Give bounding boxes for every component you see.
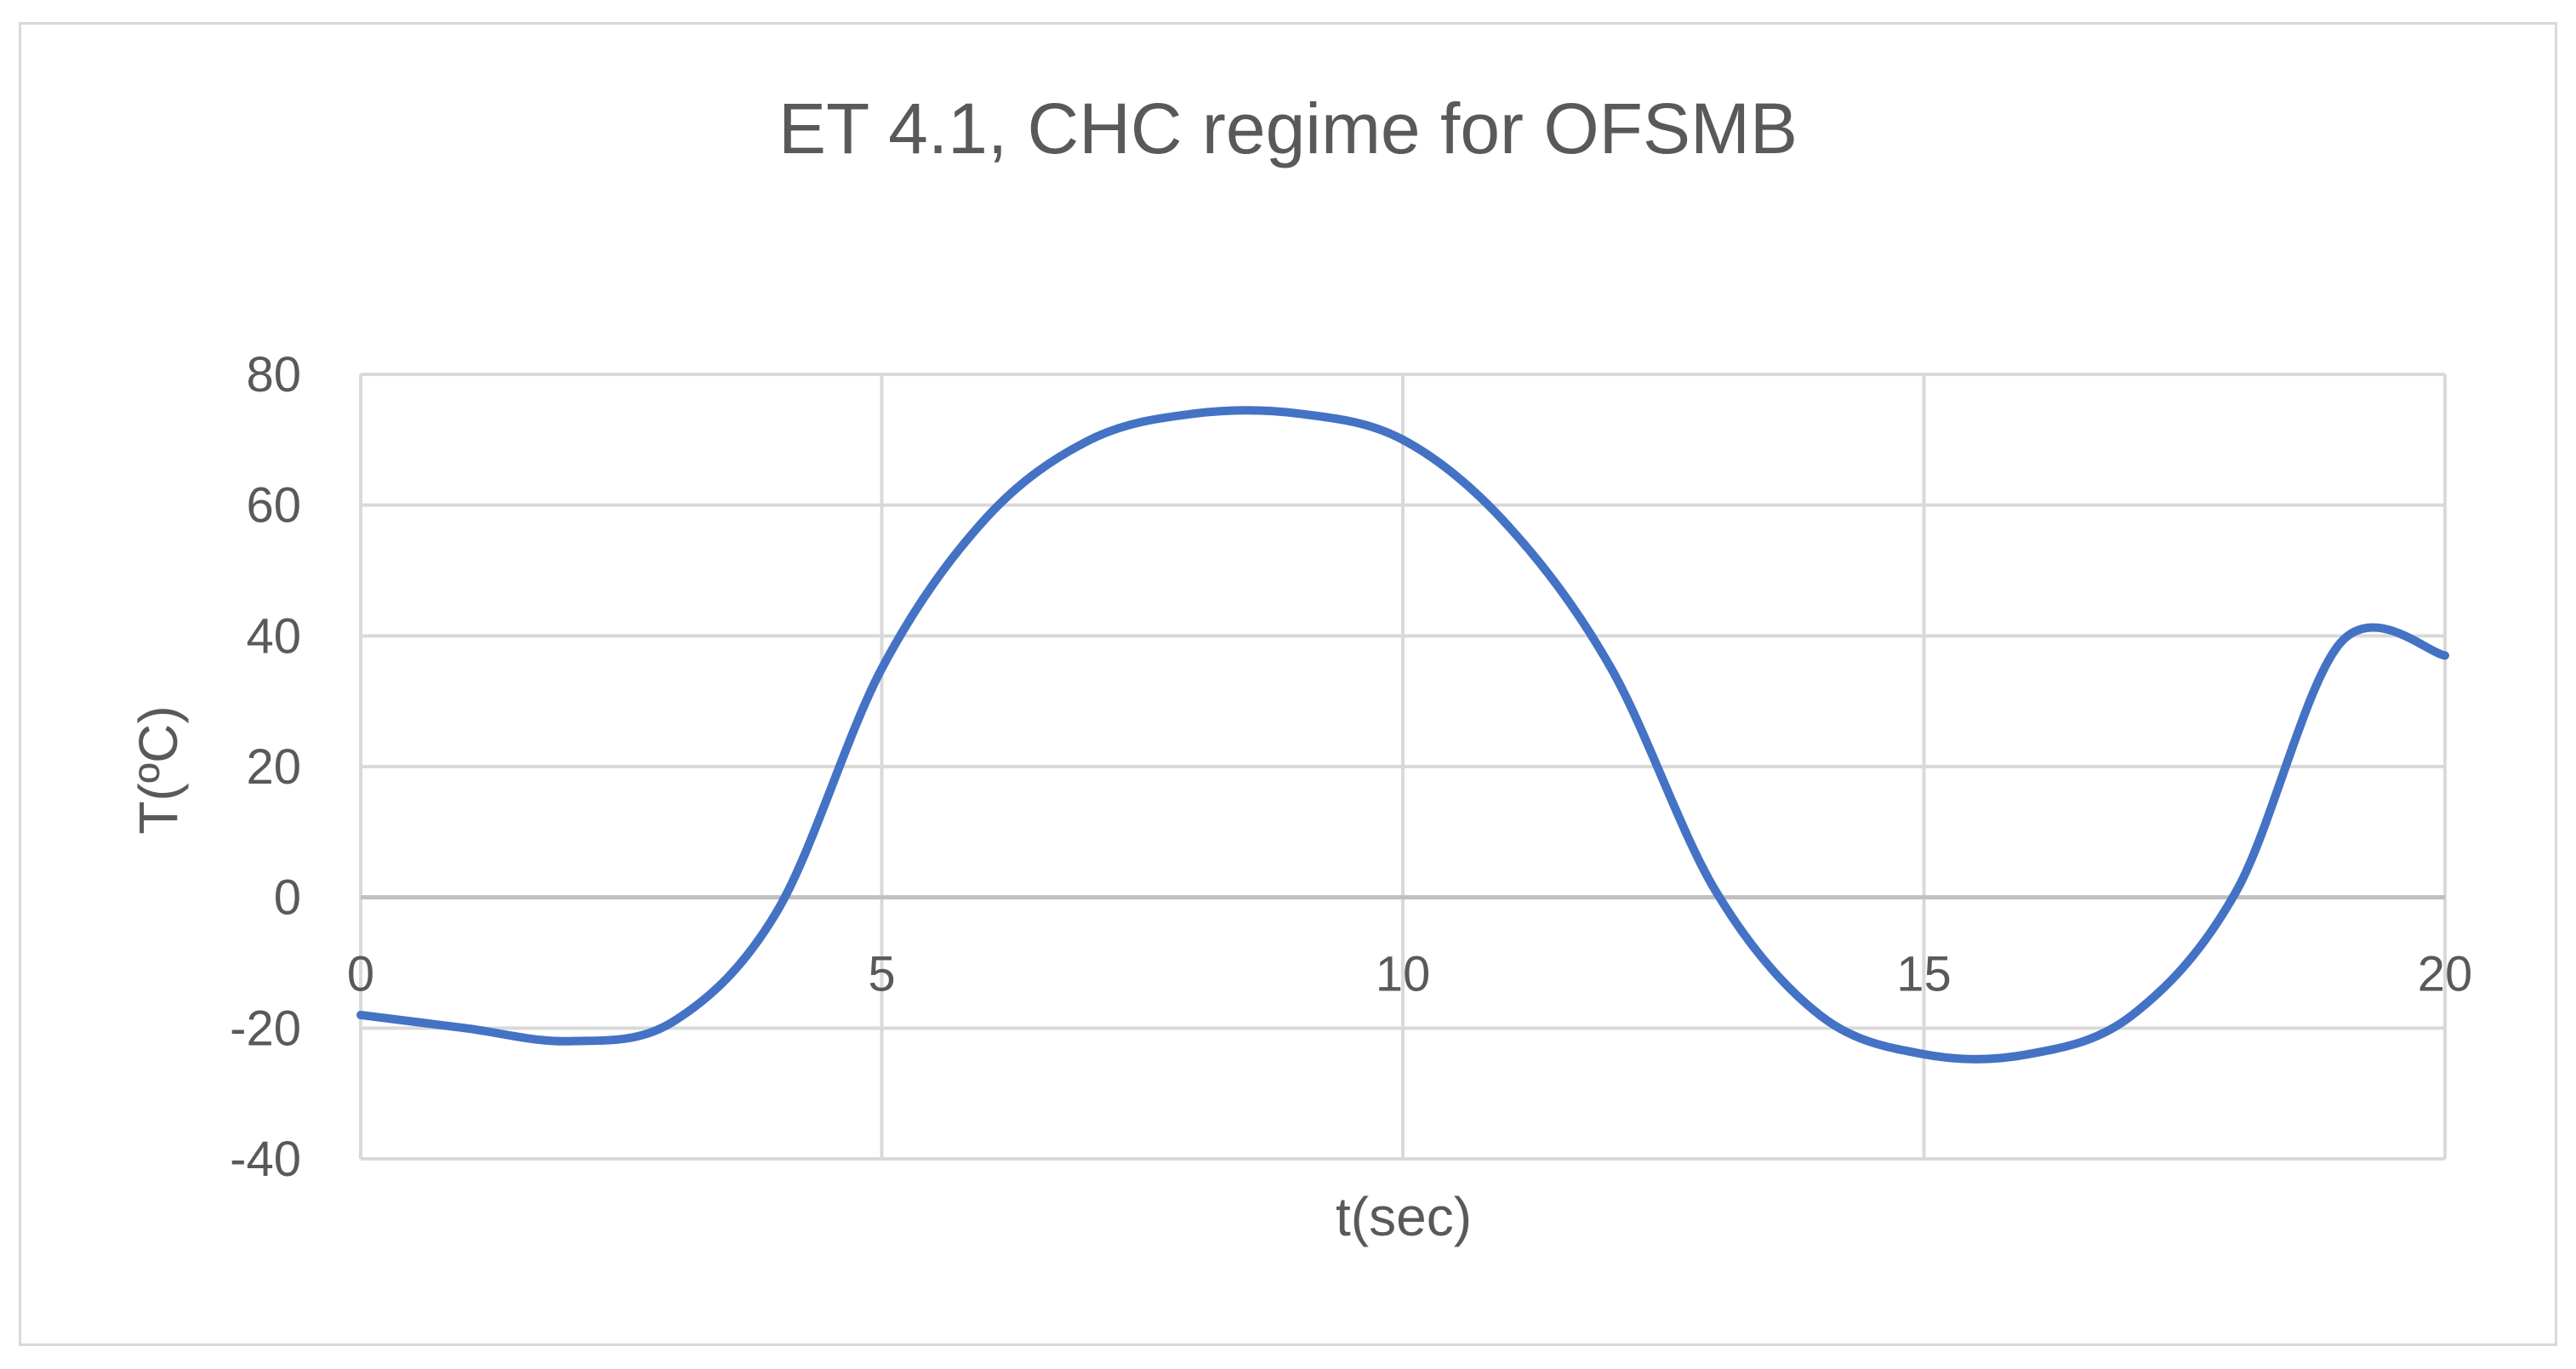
y-tick-label: 20 [246, 739, 301, 795]
x-tick-label: 15 [1896, 947, 1952, 1002]
x-tick-label: 5 [868, 947, 895, 1002]
series-lines [356, 406, 2449, 1064]
chart-title: ET 4.1, CHC regime for OFSMB [778, 88, 1798, 168]
grid-lines [359, 373, 2447, 1161]
y-tick-label: -40 [230, 1132, 301, 1187]
y-tick-labels: -40 -20 0 20 40 60 80 [230, 347, 301, 1187]
x-tick-label: 10 [1376, 947, 1431, 1002]
chart-frame [19, 22, 2557, 1346]
y-tick-label: 60 [246, 478, 301, 533]
y-tick-label: 80 [246, 347, 301, 402]
y-tick-label: 40 [246, 608, 301, 664]
y-tick-label: 0 [274, 870, 301, 926]
x-tick-label: 0 [347, 947, 374, 1002]
y-axis-title: T(ºC) [128, 705, 189, 834]
x-tick-label: 20 [2418, 947, 2473, 1002]
x-axis-title: t(sec) [1336, 1186, 1472, 1247]
series-line [356, 406, 2449, 1064]
x-tick-labels: 0 5 10 15 20 [347, 947, 2472, 1002]
y-tick-label: -20 [230, 1001, 301, 1056]
